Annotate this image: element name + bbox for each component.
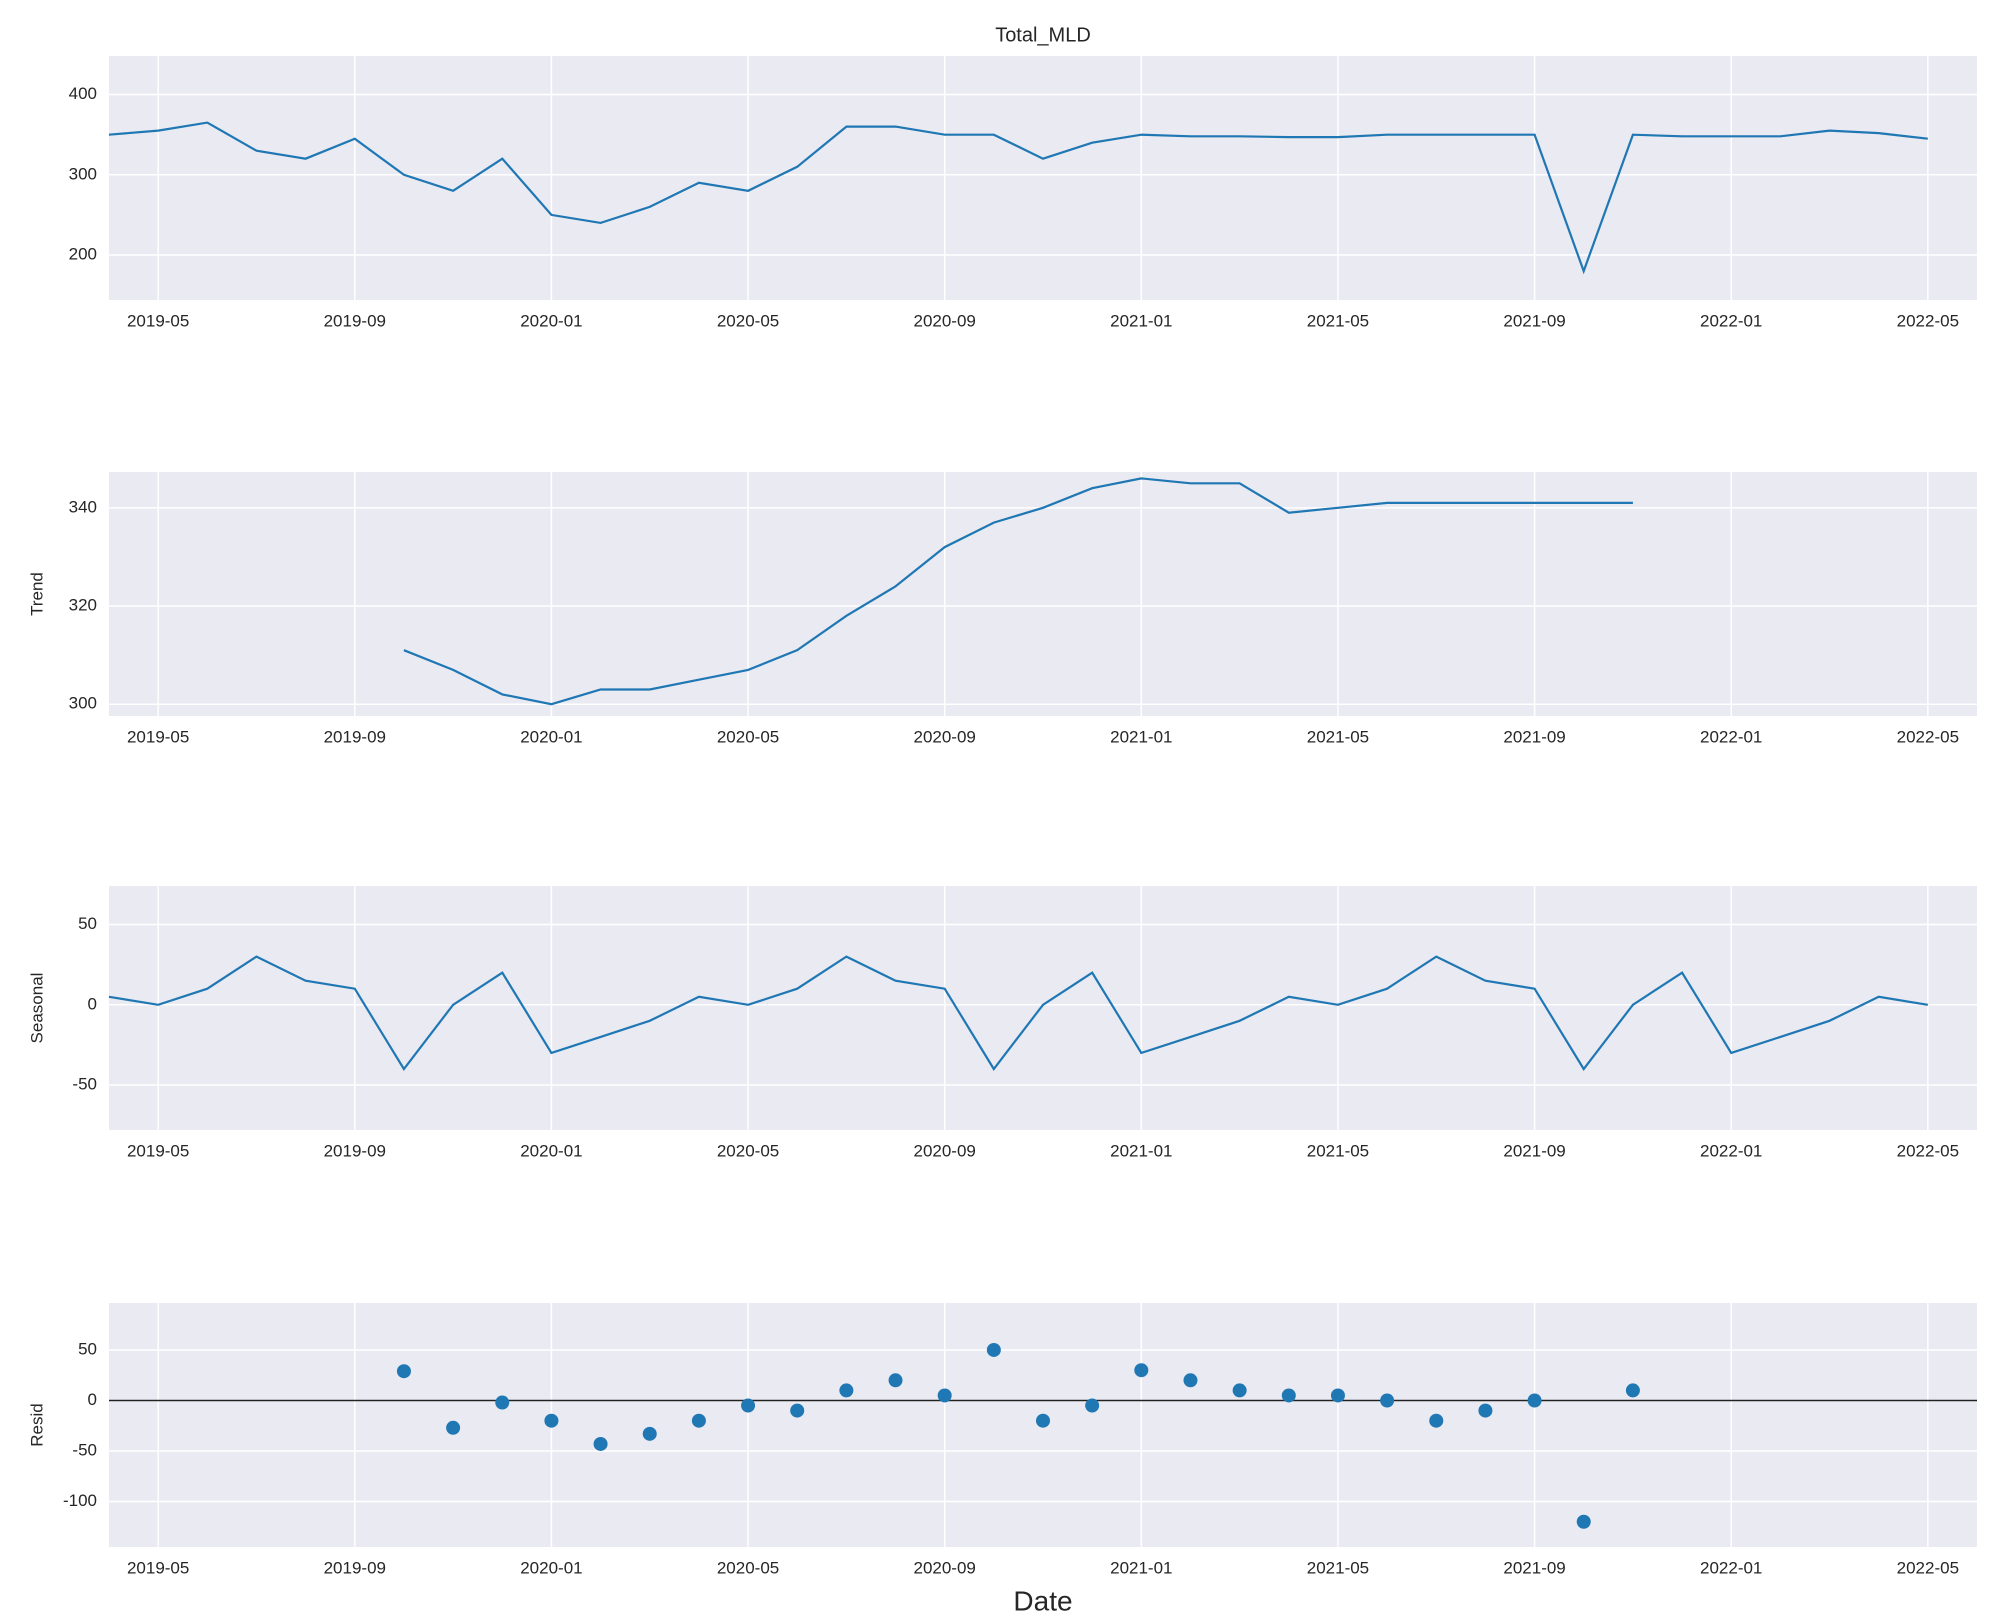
x-tick-label: 2020-05: [717, 727, 779, 746]
x-tick-label: 2021-09: [1503, 1141, 1565, 1160]
x-tick-label: 2022-01: [1700, 1141, 1762, 1160]
y-tick-label: -100: [63, 1491, 97, 1510]
y-tick-label: 340: [69, 497, 97, 516]
x-tick-label: 2019-05: [127, 1558, 189, 1577]
series-line: [108, 955, 1928, 1071]
x-tick-label: 2021-05: [1307, 311, 1369, 330]
x-tick-label: 2020-01: [520, 1558, 582, 1577]
x-tick-label: 2022-05: [1897, 311, 1959, 330]
point: [1380, 1393, 1395, 1408]
x-tick-label: 2019-05: [127, 311, 189, 330]
point: [1330, 1388, 1345, 1403]
x-tick-label: 2020-09: [913, 1558, 975, 1577]
point: [495, 1395, 510, 1410]
point: [396, 1364, 411, 1379]
x-tick-label: 2019-09: [324, 311, 386, 330]
x-tick-label: 2021-01: [1110, 1558, 1172, 1577]
point: [691, 1413, 706, 1428]
y-tick-label: 320: [69, 596, 97, 615]
point: [741, 1398, 756, 1413]
point: [446, 1420, 461, 1435]
y-tick-label: 400: [69, 84, 97, 103]
x-tick-label: 2020-01: [520, 727, 582, 746]
y-tick-label: 50: [78, 1339, 97, 1358]
x-tick-label: 2021-01: [1110, 727, 1172, 746]
series-line: [108, 121, 1928, 275]
point: [1232, 1383, 1247, 1398]
x-tick-label: 2022-01: [1700, 1558, 1762, 1577]
y-axis-label: Trend: [27, 572, 46, 616]
x-tick-label: 2021-05: [1307, 1141, 1369, 1160]
x-tick-label: 2019-05: [127, 1141, 189, 1160]
x-tick-label: 2020-09: [913, 1141, 975, 1160]
x-tick-label: 2019-09: [324, 1141, 386, 1160]
point: [1036, 1413, 1050, 1428]
x-tick-label: 2021-01: [1110, 1141, 1172, 1160]
chart-title: Total_MLD: [995, 24, 1091, 46]
point: [1576, 1514, 1591, 1529]
point: [790, 1403, 805, 1418]
x-tick-label: 2021-09: [1503, 727, 1565, 746]
point: [1281, 1388, 1296, 1403]
x-tick-label: 2019-05: [127, 727, 189, 746]
x-tick-label: 2021-05: [1307, 1558, 1369, 1577]
x-tick-label: 2021-05: [1307, 727, 1369, 746]
plot-area: [109, 886, 1977, 1130]
x-axis-label: Date: [1013, 1585, 1072, 1616]
x-tick-label: 2020-01: [520, 311, 582, 330]
point: [1134, 1363, 1149, 1378]
y-axis-label: Resid: [27, 1403, 46, 1446]
series-line: [403, 477, 1633, 706]
point: [1429, 1413, 1444, 1428]
x-tick-label: 2021-09: [1503, 1558, 1565, 1577]
plot-area: [109, 56, 1977, 300]
y-tick-label: 0: [88, 1390, 97, 1409]
x-tick-label: 2020-05: [717, 311, 779, 330]
point: [1478, 1403, 1493, 1418]
plot-area: [109, 472, 1977, 716]
x-tick-label: 2020-09: [913, 311, 975, 330]
x-tick-label: 2019-09: [324, 727, 386, 746]
y-tick-label: 0: [88, 994, 97, 1013]
x-tick-label: 2021-01: [1110, 311, 1172, 330]
x-tick-label: 2022-01: [1700, 727, 1762, 746]
x-tick-label: 2020-09: [913, 727, 975, 746]
point: [937, 1388, 952, 1403]
x-tick-label: 2020-01: [520, 1141, 582, 1160]
x-tick-label: 2022-05: [1897, 1558, 1959, 1577]
y-tick-label: 300: [69, 694, 97, 713]
point: [1527, 1393, 1542, 1408]
x-tick-label: 2020-05: [717, 1558, 779, 1577]
point: [1085, 1398, 1100, 1413]
y-axis-label: Seasonal: [27, 973, 46, 1044]
y-tick-label: -50: [72, 1441, 97, 1460]
x-tick-label: 2019-09: [324, 1558, 386, 1577]
y-tick-label: 50: [78, 914, 97, 933]
y-tick-label: 200: [69, 245, 97, 264]
x-tick-label: 2022-01: [1700, 311, 1762, 330]
point: [1625, 1383, 1640, 1398]
y-tick-label: -50: [72, 1075, 97, 1094]
point: [986, 1342, 1001, 1357]
point: [888, 1373, 903, 1388]
x-tick-label: 2021-09: [1503, 311, 1565, 330]
point: [593, 1436, 608, 1451]
x-tick-label: 2020-05: [717, 1141, 779, 1160]
x-tick-label: 2022-05: [1897, 727, 1959, 746]
point: [544, 1413, 559, 1428]
x-tick-label: 2022-05: [1897, 1141, 1959, 1160]
point: [1183, 1373, 1198, 1388]
point: [839, 1383, 854, 1398]
y-tick-label: 300: [69, 164, 97, 183]
point: [642, 1426, 657, 1441]
